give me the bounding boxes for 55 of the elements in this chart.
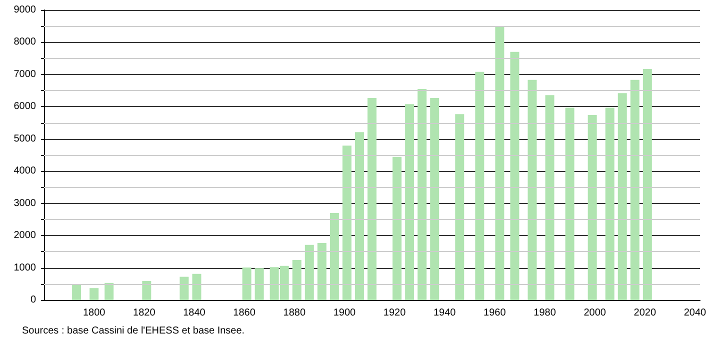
x-tick-label: 1900 [333,308,356,318]
bar [545,95,554,300]
bar [565,108,574,300]
y-tick-label: 6000 [14,101,36,112]
bar [72,284,82,300]
y-tick-label: 8000 [14,36,36,48]
y-tick-label: 7000 [14,68,36,80]
bar [317,242,326,300]
x-tick-label: 1920 [383,308,406,318]
bar [455,114,464,300]
bar [142,280,152,300]
bar [104,282,114,300]
bar [90,288,99,300]
x-tick-label: 2040 [684,308,707,318]
source-note: Sources : base Cassini de l'EHESS et base Insee. [22,326,245,336]
bar [354,132,364,300]
x-tick-label: 1880 [283,308,306,318]
bar [304,244,314,300]
x-tick-label: 1840 [183,308,206,318]
y-tick-label: 5000 [14,133,36,144]
bar [368,98,376,300]
bar [342,146,352,300]
bar [618,93,627,300]
x-tick-label: 1860 [233,308,256,318]
x-tick-label: 1960 [484,308,506,318]
bar [192,274,202,300]
bar [242,267,252,300]
bar [254,268,264,300]
bar [405,104,414,300]
bar [430,98,440,300]
y-tick-label: 3000 [14,198,36,209]
bar [528,80,537,300]
bar [495,26,504,300]
bar [292,260,302,300]
x-tick-label: 1820 [133,308,156,318]
bar [510,52,520,300]
x-tick-label: 1800 [82,308,106,318]
bar [418,88,427,300]
y-tick-label: 0 [30,294,36,306]
bar [180,276,189,300]
bar [392,156,402,300]
bar [330,213,339,300]
bar [630,80,640,300]
x-tick-label: 2020 [634,308,656,318]
bar [588,115,597,300]
x-tick-label: 1940 [433,308,456,318]
y-tick-label: 2000 [14,230,36,242]
y-tick-label: 9000 [14,4,36,16]
y-tick-label: 1000 [14,262,36,274]
bar [605,108,614,300]
x-tick-label: 1980 [534,308,556,318]
y-tick-label: 4000 [14,166,36,177]
x-tick-label: 2000 [584,308,606,318]
bar [642,68,652,300]
bar [475,72,484,300]
